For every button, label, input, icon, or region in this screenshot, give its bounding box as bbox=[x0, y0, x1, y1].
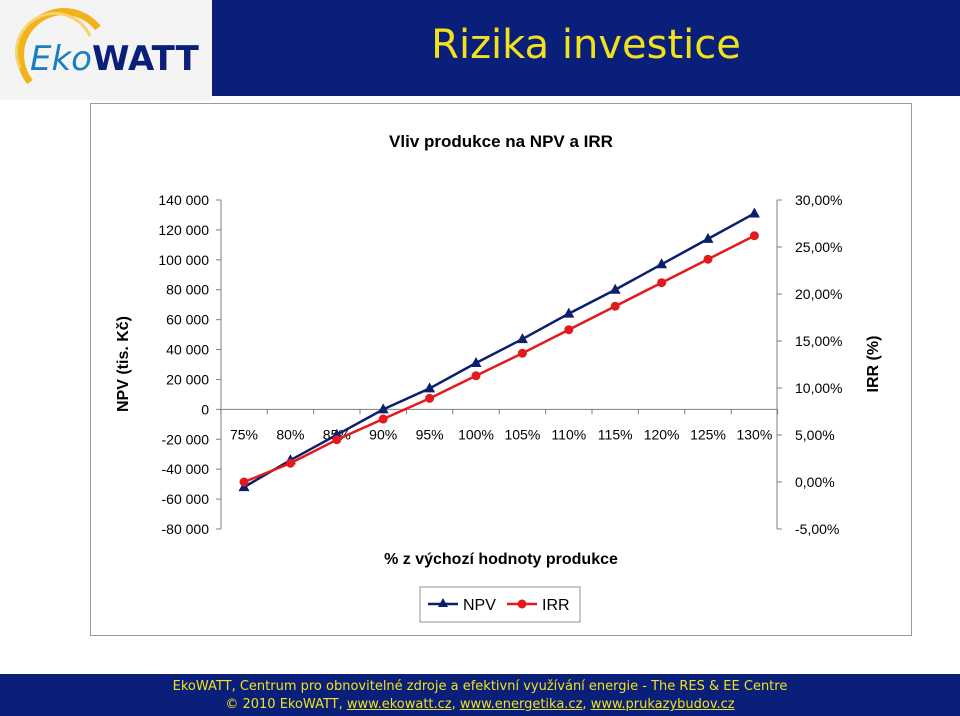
npv-irr-chart: Vliv produkce na NPV a IRR 140 000 120 00… bbox=[115, 132, 882, 623]
irr-point bbox=[657, 278, 667, 288]
y-tick-label: -40 000 bbox=[162, 461, 210, 477]
y-tick-label: 20 000 bbox=[166, 371, 209, 387]
footer-link-prukazybudov[interactable]: www.prukazybudov.cz bbox=[590, 697, 735, 712]
y-axis-title: NPV (tis. Kč) bbox=[115, 316, 132, 412]
footer-link-energetika[interactable]: www.energetika.cz bbox=[459, 697, 583, 712]
y-tick-label: 40 000 bbox=[166, 342, 209, 358]
y-tick-label: 0 bbox=[201, 401, 209, 417]
series-npv bbox=[238, 207, 760, 492]
footer-link-ekowatt[interactable]: www.ekowatt.cz bbox=[346, 697, 452, 712]
y-axis-left: 140 000 120 000 100 000 80 000 60 000 40 000 2… bbox=[158, 192, 221, 537]
legend-irr-marker bbox=[517, 599, 527, 609]
chart-container: Vliv produkce na NPV a IRR 140 000 120 00… bbox=[90, 103, 912, 636]
footer: EkoWATT, Centrum pro obnovitelné zdroje … bbox=[0, 674, 960, 716]
y-tick-label: 60 000 bbox=[166, 312, 209, 328]
npv-point bbox=[516, 333, 528, 344]
legend-npv-label: NPV bbox=[463, 597, 496, 614]
x-tick-label: 75% bbox=[230, 426, 258, 442]
y2-axis-title: IRR (%) bbox=[865, 336, 882, 393]
x-tick-label: 90% bbox=[369, 426, 397, 442]
y2-tick-label: 10,00% bbox=[795, 380, 842, 396]
npv-point bbox=[656, 258, 668, 269]
y2-tick-label: 15,00% bbox=[795, 333, 842, 349]
npv-point bbox=[702, 232, 714, 243]
x-tick-label: 95% bbox=[416, 426, 444, 442]
slide-title: Rizika investice bbox=[431, 22, 741, 68]
series-irr bbox=[239, 231, 759, 487]
slide-title-bar: Rizika investice bbox=[212, 0, 960, 96]
y-tick-label: -80 000 bbox=[162, 521, 210, 537]
footer-copyright: © 2010 EkoWATT, bbox=[225, 697, 347, 712]
x-tick-label: 125% bbox=[690, 426, 726, 442]
x-tick-label: 100% bbox=[458, 426, 494, 442]
ekowatt-logo: EkoWATT bbox=[0, 0, 212, 100]
irr-point bbox=[425, 393, 435, 403]
irr-point bbox=[239, 477, 249, 487]
x-tick-label: 120% bbox=[644, 426, 680, 442]
npv-line bbox=[243, 212, 756, 489]
footer-line-1: EkoWATT, Centrum pro obnovitelné zdroje … bbox=[172, 679, 788, 694]
y-tick-label: 120 000 bbox=[158, 222, 209, 238]
y-tick-label: 140 000 bbox=[158, 192, 209, 208]
footer-line-2: © 2010 EkoWATT, www.ekowatt.cz, www.ener… bbox=[225, 697, 735, 712]
npv-point bbox=[609, 283, 621, 294]
npv-point bbox=[377, 403, 389, 414]
irr-line bbox=[243, 234, 755, 484]
x-tick-label: 80% bbox=[276, 426, 304, 442]
irr-point bbox=[749, 231, 759, 241]
y-tick-label: 80 000 bbox=[166, 282, 209, 298]
x-axis-title: % z výchozí hodnoty produkce bbox=[384, 551, 618, 568]
x-axis: 75%80%85%90%95%100%105%110%115%120%125%1… bbox=[220, 408, 779, 442]
x-tick-label: 105% bbox=[504, 426, 540, 442]
npv-point bbox=[563, 307, 575, 318]
y2-tick-label: 20,00% bbox=[795, 286, 842, 302]
irr-point bbox=[332, 435, 342, 445]
y2-tick-label: 30,00% bbox=[795, 192, 842, 208]
y-tick-label: -20 000 bbox=[162, 431, 210, 447]
legend: NPV IRR bbox=[419, 586, 581, 623]
chart-title: Vliv produkce na NPV a IRR bbox=[389, 132, 613, 151]
irr-point bbox=[517, 348, 527, 358]
x-tick-label: 110% bbox=[551, 426, 586, 442]
logo-graphic: EkoWATT bbox=[0, 0, 212, 100]
y2-tick-label: 0,00% bbox=[795, 474, 835, 490]
logo-text: EkoWATT bbox=[30, 39, 200, 79]
y-tick-label: -60 000 bbox=[162, 491, 210, 507]
legend-irr-label: IRR bbox=[542, 597, 570, 614]
y2-tick-label: -5,00% bbox=[795, 521, 839, 537]
irr-point bbox=[703, 254, 713, 264]
y2-tick-label: 5,00% bbox=[795, 427, 835, 443]
y-axis-right: 30,00% 25,00% 20,00% 15,00% 10,00% 5,00% 0,00%… bbox=[777, 192, 842, 537]
legend-npv-marker bbox=[438, 598, 448, 607]
npv-point bbox=[470, 357, 482, 368]
irr-point bbox=[564, 325, 574, 335]
irr-point bbox=[610, 301, 620, 311]
irr-point bbox=[378, 414, 388, 424]
npv-point bbox=[748, 207, 760, 218]
irr-point bbox=[285, 458, 295, 468]
npv-point bbox=[424, 382, 436, 393]
irr-point bbox=[471, 371, 481, 381]
x-tick-label: 130% bbox=[736, 426, 772, 442]
y-tick-label: 100 000 bbox=[158, 252, 209, 268]
x-tick-label: 115% bbox=[598, 426, 633, 442]
y2-tick-label: 25,00% bbox=[795, 239, 842, 255]
